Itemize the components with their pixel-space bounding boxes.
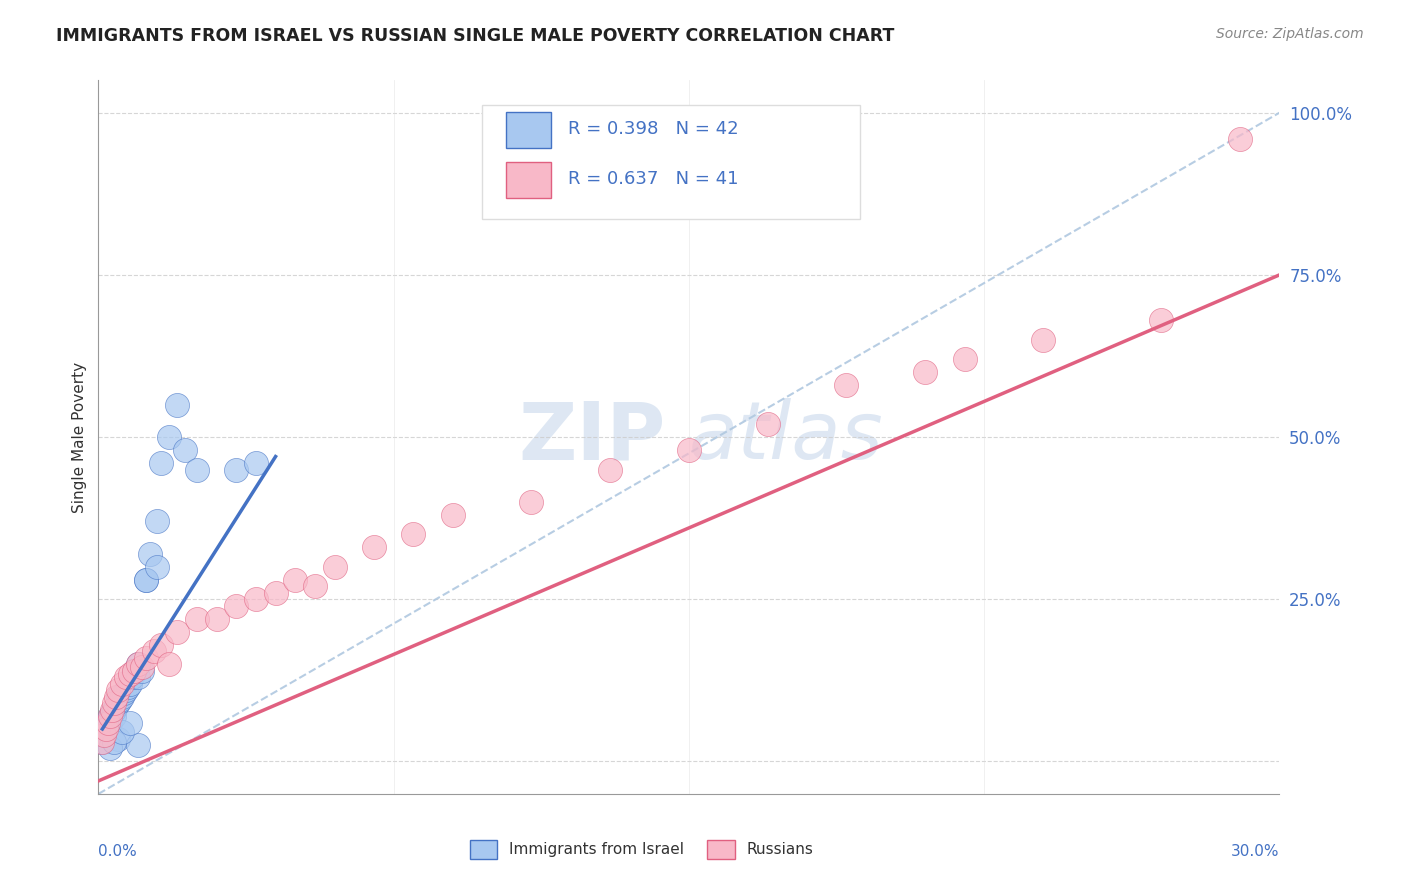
FancyBboxPatch shape bbox=[482, 105, 860, 219]
Point bbox=[157, 657, 180, 672]
Point bbox=[245, 456, 267, 470]
Point bbox=[98, 709, 121, 723]
Point bbox=[953, 352, 976, 367]
Point bbox=[441, 508, 464, 522]
Point bbox=[122, 664, 145, 678]
Point bbox=[146, 559, 169, 574]
Point bbox=[225, 599, 247, 613]
Point bbox=[97, 715, 120, 730]
Point bbox=[914, 365, 936, 379]
Point bbox=[284, 573, 307, 587]
Point bbox=[127, 657, 149, 672]
Point bbox=[599, 462, 621, 476]
Y-axis label: Single Male Poverty: Single Male Poverty bbox=[72, 361, 87, 513]
Point bbox=[186, 462, 208, 476]
Point bbox=[105, 699, 128, 714]
Point bbox=[107, 731, 129, 746]
Point bbox=[96, 722, 118, 736]
Point bbox=[1229, 131, 1251, 145]
Point bbox=[835, 378, 858, 392]
Point bbox=[93, 729, 115, 743]
Point bbox=[174, 443, 197, 458]
Point bbox=[166, 398, 188, 412]
Point bbox=[103, 702, 125, 716]
Point bbox=[96, 722, 118, 736]
Point bbox=[1150, 313, 1173, 327]
Point bbox=[93, 729, 115, 743]
Point bbox=[107, 696, 129, 710]
Point bbox=[98, 709, 121, 723]
Point bbox=[756, 417, 779, 431]
Point bbox=[115, 670, 138, 684]
Point bbox=[520, 495, 543, 509]
Point bbox=[103, 696, 125, 710]
Point bbox=[131, 664, 153, 678]
Text: 30.0%: 30.0% bbox=[1232, 844, 1279, 859]
Point bbox=[264, 586, 287, 600]
Point bbox=[135, 650, 157, 665]
Point bbox=[98, 715, 121, 730]
Bar bbox=[506, 162, 551, 198]
Point bbox=[138, 547, 160, 561]
Point bbox=[225, 462, 247, 476]
Point bbox=[118, 715, 141, 730]
Point bbox=[304, 579, 326, 593]
Point bbox=[363, 541, 385, 555]
Point bbox=[103, 735, 125, 749]
Text: atlas: atlas bbox=[689, 398, 884, 476]
Point bbox=[96, 715, 118, 730]
Point bbox=[101, 706, 124, 720]
Point bbox=[166, 624, 188, 639]
Point bbox=[127, 670, 149, 684]
Point bbox=[150, 638, 173, 652]
Point bbox=[98, 741, 121, 756]
Point bbox=[111, 676, 134, 690]
Text: IMMIGRANTS FROM ISRAEL VS RUSSIAN SINGLE MALE POVERTY CORRELATION CHART: IMMIGRANTS FROM ISRAEL VS RUSSIAN SINGLE… bbox=[56, 27, 894, 45]
Point bbox=[107, 683, 129, 698]
Point bbox=[127, 657, 149, 672]
Point bbox=[678, 443, 700, 458]
Point bbox=[127, 738, 149, 752]
Point bbox=[245, 592, 267, 607]
Point bbox=[402, 527, 425, 541]
Point bbox=[150, 456, 173, 470]
Point bbox=[115, 683, 138, 698]
Point bbox=[103, 709, 125, 723]
Point bbox=[101, 702, 124, 716]
Bar bbox=[506, 112, 551, 148]
Point bbox=[205, 612, 228, 626]
Point bbox=[1032, 333, 1054, 347]
Point bbox=[122, 664, 145, 678]
Point bbox=[91, 735, 114, 749]
Point bbox=[142, 644, 165, 658]
Point bbox=[117, 680, 139, 694]
Text: R = 0.398   N = 42: R = 0.398 N = 42 bbox=[568, 120, 740, 137]
Point bbox=[111, 725, 134, 739]
Point bbox=[323, 559, 346, 574]
Point bbox=[108, 693, 131, 707]
Text: Source: ZipAtlas.com: Source: ZipAtlas.com bbox=[1216, 27, 1364, 41]
Point bbox=[91, 735, 114, 749]
Text: R = 0.637   N = 41: R = 0.637 N = 41 bbox=[568, 169, 740, 187]
Point bbox=[118, 666, 141, 681]
Point bbox=[131, 660, 153, 674]
Point bbox=[111, 690, 134, 704]
Point bbox=[118, 676, 141, 690]
Point bbox=[146, 515, 169, 529]
Point bbox=[135, 573, 157, 587]
Point bbox=[135, 573, 157, 587]
Point bbox=[186, 612, 208, 626]
Text: ZIP: ZIP bbox=[517, 398, 665, 476]
Point bbox=[105, 690, 128, 704]
Point bbox=[121, 670, 143, 684]
Point bbox=[97, 719, 120, 733]
Point bbox=[107, 690, 129, 704]
Point bbox=[157, 430, 180, 444]
Legend: Immigrants from Israel, Russians: Immigrants from Israel, Russians bbox=[464, 834, 820, 864]
Text: 0.0%: 0.0% bbox=[98, 844, 138, 859]
Point bbox=[112, 686, 135, 700]
